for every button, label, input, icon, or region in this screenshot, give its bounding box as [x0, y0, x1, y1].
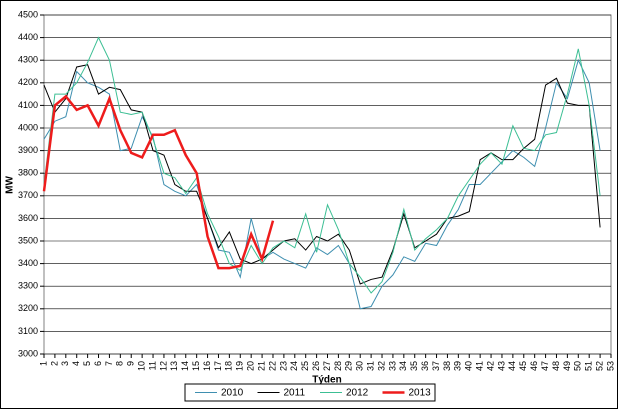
- y-tick-label: 3700: [18, 190, 38, 200]
- x-tick-label: 43: [496, 361, 506, 371]
- x-tick-label: 26: [311, 361, 321, 371]
- x-tick-label: 23: [278, 361, 288, 371]
- line-series: [43, 64, 601, 285]
- plot-area: [43, 14, 612, 355]
- x-tick-label: 36: [420, 361, 430, 371]
- x-tick-label: 19: [235, 361, 245, 371]
- y-tick-label: 3800: [18, 168, 38, 178]
- x-tick-label: 40: [464, 361, 474, 371]
- x-tick-label: 3: [60, 361, 70, 366]
- x-tick-label: 2: [49, 361, 59, 366]
- line-series: [42, 94, 275, 270]
- x-tick-label: 6: [93, 361, 103, 366]
- x-tick-label: 49: [562, 361, 572, 371]
- x-tick-label: 27: [322, 361, 332, 371]
- x-tick-label: 22: [267, 361, 277, 371]
- x-tick-label: 24: [289, 361, 299, 371]
- y-tick-label: 3900: [18, 145, 38, 155]
- y-tick-label: 4400: [18, 32, 38, 42]
- x-tick-label: 28: [333, 361, 343, 371]
- x-tick-label: 51: [584, 361, 594, 371]
- x-tick-label: 16: [202, 361, 212, 371]
- x-tick-label: 30: [355, 361, 365, 371]
- x-tick-label: 48: [551, 361, 561, 371]
- y-tick-label: 3500: [18, 235, 38, 245]
- x-tick-label: 10: [137, 361, 147, 371]
- x-tick-label: 14: [180, 361, 190, 371]
- y-tick-label: 4200: [18, 77, 38, 87]
- x-tick-label: 41: [475, 361, 485, 371]
- x-tick-label: 21: [256, 361, 266, 371]
- x-tick-label: 29: [344, 361, 354, 371]
- x-tick-label: 52: [594, 361, 604, 371]
- legend-label: 2011: [284, 388, 306, 399]
- x-tick-label: 9: [126, 361, 136, 366]
- y-tick-label: 3100: [18, 326, 38, 336]
- legend-label: 2010: [221, 388, 244, 399]
- x-tick-label: 50: [573, 361, 583, 371]
- x-tick-label: 18: [224, 361, 234, 371]
- x-tick-label: 13: [169, 361, 179, 371]
- y-tick-label: 3400: [18, 258, 38, 268]
- x-tick-label: 53: [605, 361, 615, 371]
- legend-label: 2013: [409, 388, 432, 399]
- x-tick-label: 46: [529, 361, 539, 371]
- x-tick-label: 34: [398, 361, 408, 371]
- y-tick-label: 3600: [18, 213, 38, 223]
- x-tick-label: 47: [540, 361, 550, 371]
- y-tick-label: 3300: [18, 281, 38, 291]
- x-tick-label: 33: [387, 361, 397, 371]
- y-tick-label: 4500: [18, 9, 38, 19]
- y-tick-label: 4300: [18, 55, 38, 65]
- x-tick-label: 17: [213, 361, 223, 371]
- x-tick-label: 25: [300, 361, 310, 371]
- x-tick-label: 12: [158, 361, 168, 371]
- y-tick-label: 3000: [18, 348, 38, 358]
- y-tick-label: 4100: [18, 100, 38, 110]
- x-tick-label: 35: [409, 361, 419, 371]
- x-tick-label: 31: [365, 361, 375, 371]
- x-tick-label: 44: [507, 361, 517, 371]
- line-series: [43, 58, 601, 310]
- x-tick-label: 39: [453, 361, 463, 371]
- x-axis-label: Týden: [312, 375, 341, 386]
- x-tick-label: 38: [442, 361, 452, 371]
- x-tick-label: 11: [147, 361, 157, 370]
- y-tick-label: 4000: [18, 122, 38, 132]
- x-tick-label: 32: [376, 361, 386, 371]
- x-tick-label: 8: [115, 361, 125, 366]
- x-tick-label: 4: [71, 361, 81, 366]
- x-tick-label: 45: [518, 361, 528, 371]
- x-tick-label: 7: [104, 361, 114, 366]
- x-tick-label: 15: [191, 361, 201, 371]
- x-tick-label: 5: [82, 361, 92, 366]
- legend-label: 2012: [346, 388, 369, 399]
- x-tick-label: 20: [246, 361, 256, 371]
- x-tick-label: 42: [485, 361, 495, 371]
- line-series: [43, 36, 601, 294]
- legend-box: [184, 383, 436, 402]
- x-tick-label: 1: [38, 361, 48, 366]
- y-tick-label: 3200: [18, 303, 38, 313]
- y-axis-label: MW: [5, 176, 16, 194]
- x-tick-label: 37: [431, 361, 441, 371]
